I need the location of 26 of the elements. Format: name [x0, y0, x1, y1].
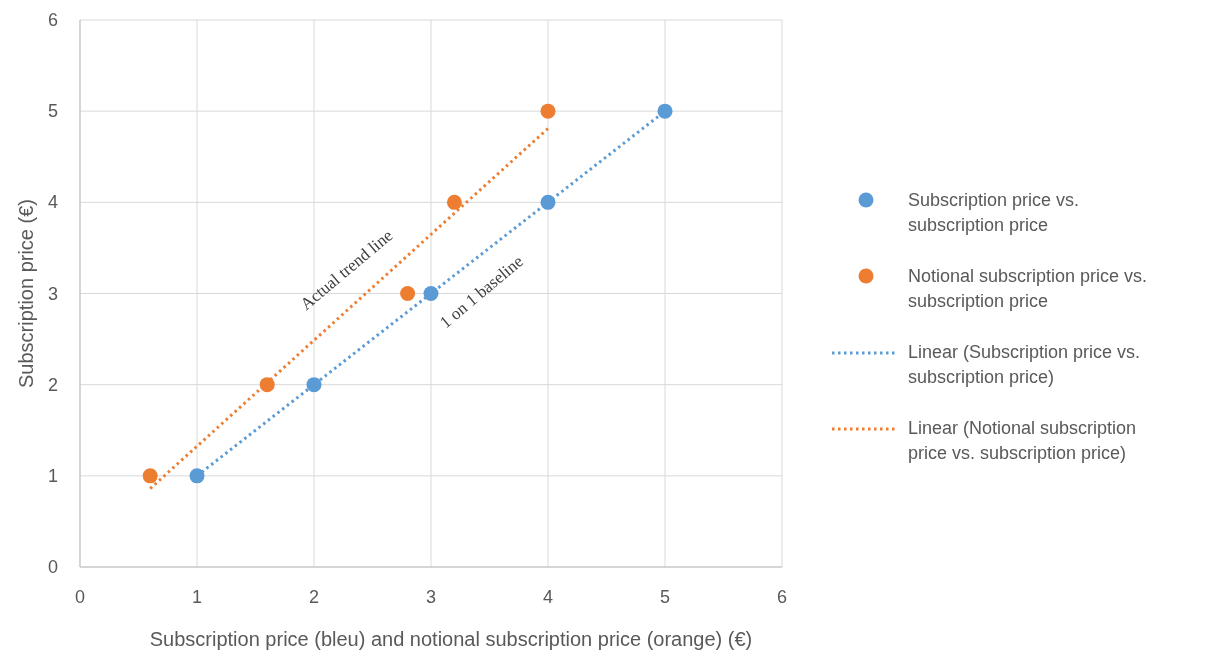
y-tick-label: 0: [47, 557, 58, 577]
y-tick-label: 2: [47, 374, 58, 395]
x-tick-label: 1: [191, 587, 203, 607]
point: [142, 468, 158, 484]
x-tick-label: 6: [776, 587, 788, 607]
point: [400, 286, 416, 301]
x-tick-label: 5: [659, 587, 671, 607]
x-tick-label: 2: [308, 587, 320, 607]
legend-label: Notional subscription price vs. subscription price: [908, 266, 1148, 311]
y-axis-title: Subscription price (€): [15, 199, 37, 388]
legend-label: Linear (Notional subscription price vs. subscription price): [908, 418, 1137, 463]
legend-label: Subscription price vs. subscription price: [908, 190, 1080, 235]
legend-label: Linear (Subscription price vs. subscription price): [908, 342, 1141, 387]
y-tick-label: 6: [47, 10, 58, 30]
point: [540, 103, 556, 119]
x-axis-title: Subscription price (bleu) and notional subscription price (orange) (€): [149, 628, 753, 650]
y-tick-label: 4: [47, 192, 58, 213]
y-tick-label: 5: [47, 101, 58, 122]
point: [189, 468, 205, 484]
x-tick-label: 4: [542, 587, 554, 607]
point: [446, 194, 462, 210]
y-tick-label: 3: [47, 283, 58, 304]
x-tick-label: 0: [74, 587, 86, 607]
point: [657, 103, 673, 119]
x-tick-label: 3: [425, 587, 437, 607]
y-tick-label: 1: [47, 465, 58, 486]
